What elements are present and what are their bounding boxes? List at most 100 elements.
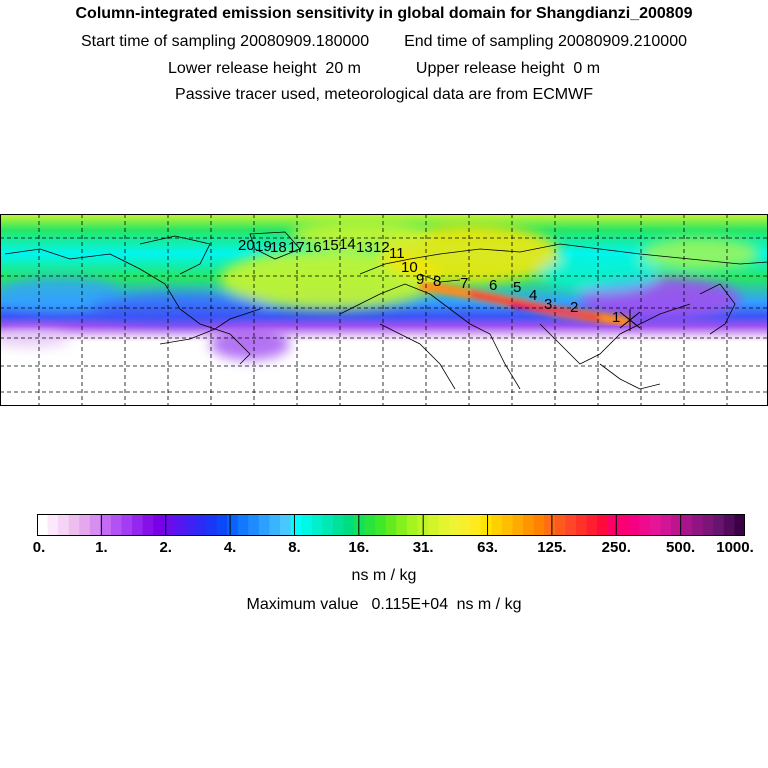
color-scale-cell — [639, 514, 651, 536]
color-scale-cell — [68, 514, 80, 536]
color-scale-cell — [512, 514, 524, 536]
color-scale-cell — [163, 514, 175, 536]
trajectory-label-8: 8 — [433, 273, 441, 290]
color-scale-cell — [523, 514, 535, 536]
color-scale-cell — [565, 514, 577, 536]
color-scale-cell — [597, 514, 609, 536]
color-scale-tick-label: 8. — [288, 539, 301, 556]
trajectory-label-15: 15 — [322, 237, 339, 254]
color-scale-cell — [153, 514, 165, 536]
color-scale-cell — [607, 514, 619, 536]
color-scale-bar — [37, 514, 745, 536]
color-scale-cell — [110, 514, 123, 536]
color-scale-cell — [533, 514, 545, 536]
maximum-value-label: Maximum value — [246, 596, 359, 613]
color-scale-cell — [480, 514, 492, 536]
trajectory-label-19: 19 — [255, 238, 272, 255]
upper-label: Upper release height — [415, 60, 565, 77]
maximum-value-unit: ns m / kg — [456, 596, 522, 613]
color-scale-cell — [364, 514, 376, 536]
color-scale-cell — [258, 514, 271, 536]
trajectory-label-3: 3 — [544, 296, 552, 313]
color-scale-cell — [491, 514, 503, 536]
color-scale-cell — [311, 514, 323, 536]
color-scale-cell — [470, 514, 482, 536]
trajectory-label-18: 18 — [270, 239, 287, 256]
lower-label: Lower release height — [167, 60, 317, 77]
color-scale-cell — [449, 514, 461, 536]
color-scale-cell — [692, 514, 704, 536]
color-scale-cell — [459, 514, 471, 536]
end-label: End time of sampling — [404, 33, 554, 50]
color-scale-cell — [396, 514, 408, 536]
color-scale-cell — [734, 514, 745, 536]
color-scale-cell — [248, 514, 260, 536]
end-value: 20080909.210000 — [557, 33, 687, 50]
color-scale-cell — [354, 514, 366, 536]
color-scale-cell — [58, 514, 70, 536]
lower-value: 20 m — [325, 60, 361, 77]
color-scale-cell — [206, 514, 218, 536]
color-scale-cell — [586, 514, 598, 536]
trajectory-label-2: 2 — [570, 299, 578, 316]
start-value: 20080909.180000 — [240, 33, 370, 50]
color-scale-cell — [280, 514, 292, 536]
color-scale-cell — [660, 514, 672, 536]
color-scale-tick-label: 16. — [348, 539, 370, 556]
color-scale-cell — [406, 514, 419, 536]
trajectory-label-5: 5 — [513, 279, 521, 296]
color-scale-tick-label: 0. — [32, 539, 46, 556]
color-scale-cell — [100, 514, 112, 536]
color-scale-cell — [501, 514, 514, 536]
color-scale-cell — [142, 514, 154, 536]
color-scale-cell — [681, 514, 693, 536]
upper-value: 0 m — [573, 60, 601, 77]
color-scale-cell — [89, 514, 102, 536]
color-scale-cell — [671, 514, 683, 536]
color-scale-tick-label: 2. — [159, 539, 172, 556]
color-scale-tick-label: 31. — [412, 539, 434, 556]
color-scale-unit: ns m / kg — [351, 567, 417, 584]
color-scale-tick-label: 1. — [95, 539, 108, 556]
color-scale-cell — [427, 514, 440, 536]
color-scale-cell — [332, 514, 345, 536]
color-scale-cell — [618, 514, 630, 536]
color-scale-cell — [174, 514, 186, 536]
color-scale-cell — [290, 514, 302, 536]
color-scale-cell — [216, 514, 228, 536]
color-scale-cell — [227, 514, 239, 536]
color-scale-tick-label: 63. — [477, 539, 498, 556]
trajectory-label-9: 9 — [416, 271, 424, 288]
trajectory-label-11: 11 — [389, 245, 405, 262]
trajectory-label-12: 12 — [373, 239, 390, 256]
color-scale-cell — [269, 514, 281, 536]
color-scale-cell — [184, 514, 197, 536]
sampling-times: Start time of sampling 20080909.180000 E… — [0, 33, 768, 51]
trajectory-label-6: 6 — [489, 277, 497, 294]
trajectory-label-14: 14 — [339, 236, 356, 253]
color-scale-cell — [544, 514, 556, 536]
release-site-marker — [619, 309, 641, 331]
release-heights: Lower release height 20 m Upper release … — [0, 60, 768, 78]
trajectory-label-17: 17 — [288, 239, 305, 256]
color-scale-cell — [47, 514, 59, 536]
page-title: Column-integrated emission sensitivity i… — [75, 5, 693, 22]
trajectory-label-7: 7 — [460, 275, 468, 292]
color-scale-tick-label: 250. — [601, 539, 631, 556]
trajectory-label-16: 16 — [305, 239, 322, 256]
tracer-note: Passive tracer used, meteorological data… — [175, 86, 593, 103]
color-scale-cell — [343, 514, 355, 536]
color-scale-cell — [301, 514, 313, 536]
color-scale-cell — [702, 514, 714, 536]
color-scale-cell — [237, 514, 249, 536]
color-scale-tick-label: 4. — [223, 539, 237, 556]
color-scale-cell — [79, 514, 91, 536]
maximum-value-number: 0.115E+04 — [371, 596, 449, 613]
trajectory-label-13: 13 — [356, 239, 373, 256]
color-scale-tick-label: 500. — [666, 539, 696, 556]
color-scale-cell — [575, 514, 588, 536]
trajectory-label-20: 20 — [238, 237, 255, 254]
trajectory-label-4: 4 — [529, 287, 537, 304]
maximum-value: Maximum value 0.115E+04 ns m / kg — [0, 596, 768, 614]
